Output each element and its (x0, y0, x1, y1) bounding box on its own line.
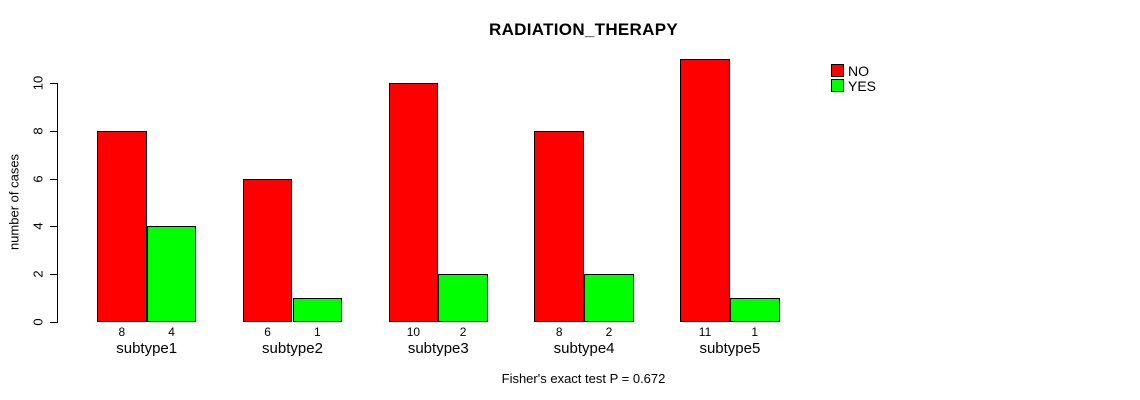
annotation-text: Fisher's exact test P = 0.672 (501, 371, 666, 386)
y-axis-tick (50, 226, 57, 228)
bar-yes-subtype4 (584, 274, 634, 322)
y-axis-tick (50, 83, 57, 84)
y-axis-line (57, 83, 58, 323)
y-axis-tick-label: 4 (30, 222, 46, 231)
bar-yes-subtype5 (729, 298, 780, 322)
bar-count-label: 11 (698, 325, 712, 339)
legend-swatch-yes (831, 79, 844, 92)
bar-count-label: 2 (459, 325, 467, 339)
bar-count-label: 10 (406, 325, 421, 339)
category-label-subtype2: subtype2 (262, 340, 323, 357)
y-axis-tick-label: 8 (30, 127, 46, 135)
y-axis-tick-label: 6 (30, 174, 46, 183)
bar-count-label: 8 (118, 325, 126, 339)
chart-title: RADIATION_THERAPY (489, 20, 678, 39)
bar-no-subtype4 (534, 130, 585, 322)
bar-no-subtype2 (242, 178, 293, 322)
bar-yes-subtype2 (292, 298, 343, 322)
bar-yes-subtype1 (146, 226, 197, 322)
legend-swatch-no (831, 64, 844, 77)
y-axis-tick (50, 178, 57, 180)
y-axis-tick (50, 274, 57, 276)
category-label-subtype1: subtype1 (116, 340, 178, 357)
y-axis-tick (50, 322, 57, 323)
bar-count-label: 8 (555, 325, 563, 339)
category-label-subtype5: subtype5 (699, 340, 761, 357)
bar-count-label: 2 (605, 325, 613, 339)
y-axis-tick-label: 10 (30, 75, 46, 91)
bar-no-subtype1 (97, 130, 147, 322)
category-label-subtype3: subtype3 (407, 340, 469, 357)
bar-count-label: 1 (751, 325, 759, 339)
bar-count-label: 6 (264, 325, 271, 339)
y-axis-tick-label: 2 (30, 270, 46, 278)
category-label-subtype4: subtype4 (553, 340, 615, 357)
bar-no-subtype3 (388, 83, 439, 322)
bar-count-label: 1 (314, 325, 321, 339)
bar-no-subtype5 (680, 59, 730, 322)
legend-label: NO (848, 63, 869, 79)
bar-count-label: 4 (168, 325, 175, 339)
y-axis-tick (50, 130, 57, 132)
y-axis-tick-label: 0 (30, 318, 46, 326)
legend-label: YES (848, 78, 877, 94)
bar-yes-subtype3 (438, 274, 488, 322)
